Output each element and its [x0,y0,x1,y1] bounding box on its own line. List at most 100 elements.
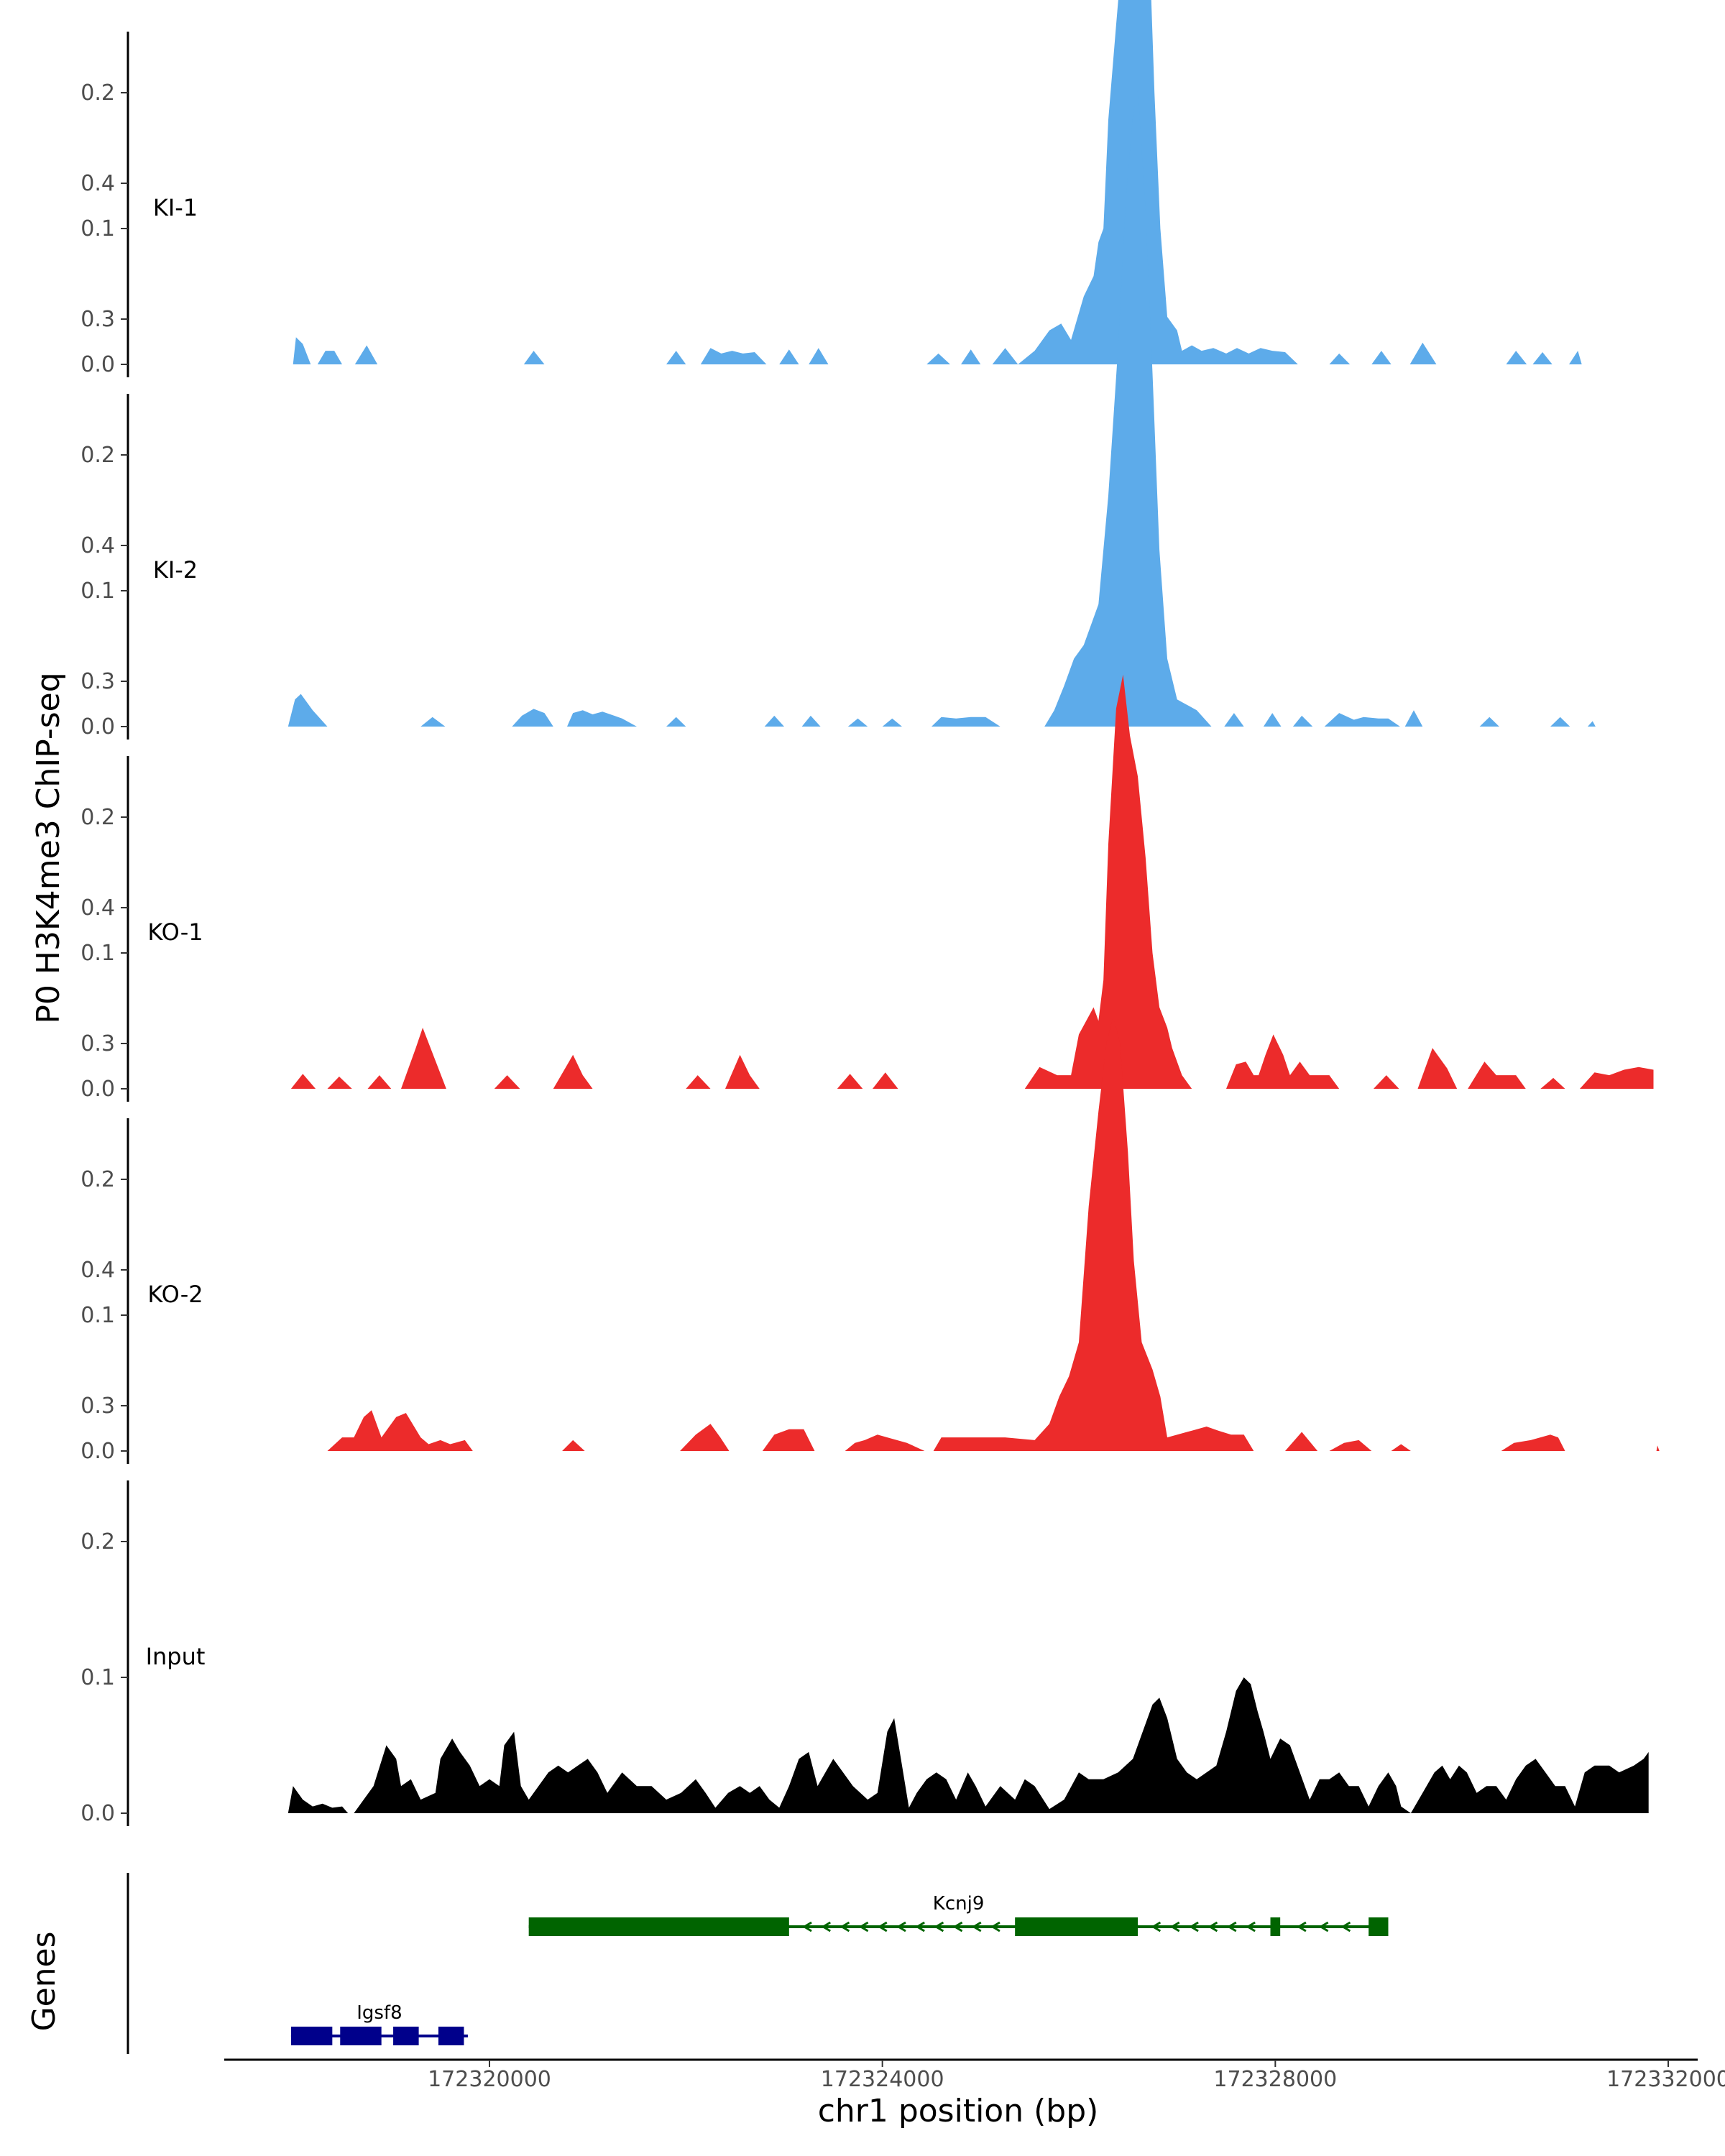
strand-chevron [840,1921,850,1932]
signal-area [1417,1048,1458,1089]
gene-exon [1270,1917,1281,1936]
x-tick-label: 172328000 [1213,2067,1337,2092]
signal-area [1550,717,1570,727]
gene-exon [438,2027,464,2045]
strand-chevron [1208,1921,1218,1932]
signal-area [837,1074,863,1089]
strand-chevron [990,1921,1000,1932]
signal-area [1479,717,1499,727]
signal-area [1580,1067,1654,1089]
y-tick-label: 0.0 [80,1801,115,1826]
gene-exon [393,2027,419,2045]
gene-kcnj9: Kcnj9 [528,1893,1389,1936]
y-tick-label: 0.0 [80,714,115,740]
signal-area [290,1074,316,1089]
signal-area [293,337,311,364]
strand-chevron [1318,1921,1329,1932]
strand-chevron [1169,1921,1180,1932]
signal-area [1409,342,1437,364]
signal-area [317,351,342,364]
strand-chevron [1340,1921,1351,1932]
strand-chevron [1297,1921,1307,1932]
signal-area [666,717,686,727]
strand-chevron [971,1921,982,1932]
y-tick-label: 0.2 [80,1529,115,1554]
strand-chevron [934,1921,944,1932]
signal-area [762,1429,815,1451]
signal-area [680,1424,730,1451]
signal-area [686,1075,711,1089]
gene-exon [1368,1917,1389,1936]
gene-label: Kcnj9 [933,1893,985,1915]
signal-area [1292,715,1313,727]
signal-area [523,351,545,364]
track-panel-ko-1: 0.0 0.1 0.2 0.3 0.4 KO-1 [80,533,1654,1102]
signal-area [666,351,686,364]
track-label: KO-1 [147,918,203,946]
signal-area [562,1439,585,1451]
signal-area [327,1077,352,1089]
gene-exon [528,1917,789,1936]
x-tick-label: 172324000 [821,2067,944,2092]
signal-area [327,1410,473,1451]
signal-area [354,1677,1411,1813]
strand-chevron [1246,1921,1256,1932]
signal-area [1656,1445,1660,1451]
gene-exon [340,2027,382,2045]
x-axis: 172320000 172324000 172328000 172332000 [224,2058,1725,2092]
signal-area [367,1075,392,1089]
signal-area [961,349,981,364]
signal-area [1569,351,1582,364]
signal-area [764,715,784,727]
signal-area [1329,1439,1372,1451]
strand-chevron [858,1921,869,1932]
signal-area [1410,1751,1649,1813]
signal-area [725,1054,760,1089]
x-axis-title: chr1 position (bp) [818,2093,1099,2129]
track-label: Input [146,1643,206,1670]
y-tick-label: 0.2 [80,443,115,468]
signal-area [1285,1432,1318,1451]
signal-area [873,1072,898,1089]
signal-area [1587,721,1596,727]
signal-area [512,709,553,727]
signal-area [1468,1061,1526,1089]
signal-area [1018,0,1298,364]
tracks-layer: 0.00.10.20.30.4KI-10.00.10.20.30.4KI-20.… [80,0,1660,1826]
signal-area [354,345,378,364]
signal-area [1329,353,1351,364]
signal-area [809,348,829,364]
strand-chevron [877,1921,888,1932]
track-panel-ko-2: 0.0 0.1 0.2 0.3 0.4 KO-2 [80,895,1660,1464]
signal-area [494,1075,520,1089]
signal-area [1224,713,1244,727]
y-tick-label: 0.1 [80,216,115,241]
strand-chevron [821,1921,831,1932]
signal-area [992,348,1018,364]
gene-label: Igsf8 [356,2002,402,2024]
signal-area [882,718,902,727]
y-tick-label: 0.0 [80,1077,115,1102]
gene-exon [1015,1917,1138,1936]
signal-area [933,1016,1254,1451]
signal-area [567,710,637,727]
signal-area [779,349,799,364]
signal-area [1371,351,1392,364]
strand-chevron [952,1921,963,1932]
strand-chevron [915,1921,925,1932]
signal-area [288,1786,349,1813]
track-label: KO-2 [147,1281,203,1308]
signal-area [700,348,767,364]
strand-chevron [1189,1921,1199,1932]
genes-layer: Kcnj9 Igsf8 [126,1873,1389,2054]
signal-area [1540,1077,1565,1089]
y-tick-label: 0.0 [80,352,115,377]
signal-area [401,1028,446,1089]
gene-exon [290,2027,333,2045]
x-tick-label: 172332000 [1606,2067,1725,2092]
y-tick-label: 0.2 [80,80,115,106]
signal-area [420,717,446,727]
y-axis-title: P0 H3K4me3 ChIP-seq [30,672,67,1023]
y-tick-label: 0.3 [80,1393,115,1419]
